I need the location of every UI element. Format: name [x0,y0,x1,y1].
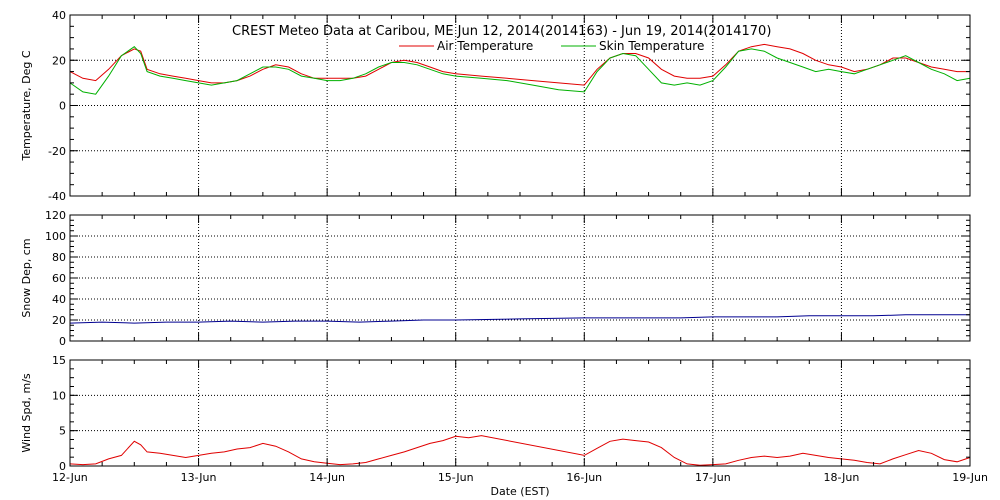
y-tick-label: 60 [52,272,66,285]
x-tick-label: 14-Jun [309,471,345,484]
series-line-1-0 [69,314,970,324]
y-tick-label: 10 [52,389,66,402]
x-tick-label: 13-Jun [181,471,217,484]
y-tick-label: 40 [52,9,66,22]
y-tick-label: -40 [48,190,66,203]
x-axis-title: Date (EST) [490,485,549,498]
y-axis-title: Snow Dep, cm [20,238,33,317]
x-tick-label: 19-Jun [952,471,988,484]
legend-label: Air Temperature [437,39,533,53]
y-tick-label: 0 [59,100,66,113]
x-tick-label: 12-Jun [52,471,88,484]
y-axis-title: Temperature, Deg C [20,50,33,161]
y-tick-label: 5 [59,425,66,438]
series-line-0-1 [69,46,971,95]
y-axis-title: Wind Spd, m/s [20,373,33,453]
y-tick-label: 0 [59,335,66,348]
x-tick-label: 16-Jun [566,471,602,484]
chart-title: CREST Meteo Data at Caribou, ME Jun 12, … [232,24,771,39]
y-tick-label: 100 [45,230,66,243]
y-tick-label: 40 [52,293,66,306]
y-tick-label: 15 [52,354,66,367]
x-tick-label: 15-Jun [438,471,474,484]
plot-frame [69,359,971,467]
y-tick-label: -20 [48,145,66,158]
y-tick-label: 20 [52,54,66,67]
y-tick-label: 120 [45,209,66,222]
y-tick-label: 0 [59,460,66,473]
x-tick-label: 17-Jun [695,471,731,484]
legend-label: Skin Temperature [599,39,704,53]
series-line-2-0 [69,435,971,466]
x-tick-label: 18-Jun [824,471,860,484]
series-line-0-0 [69,43,970,86]
y-tick-label: 80 [52,251,66,264]
y-tick-label: 20 [52,314,66,327]
